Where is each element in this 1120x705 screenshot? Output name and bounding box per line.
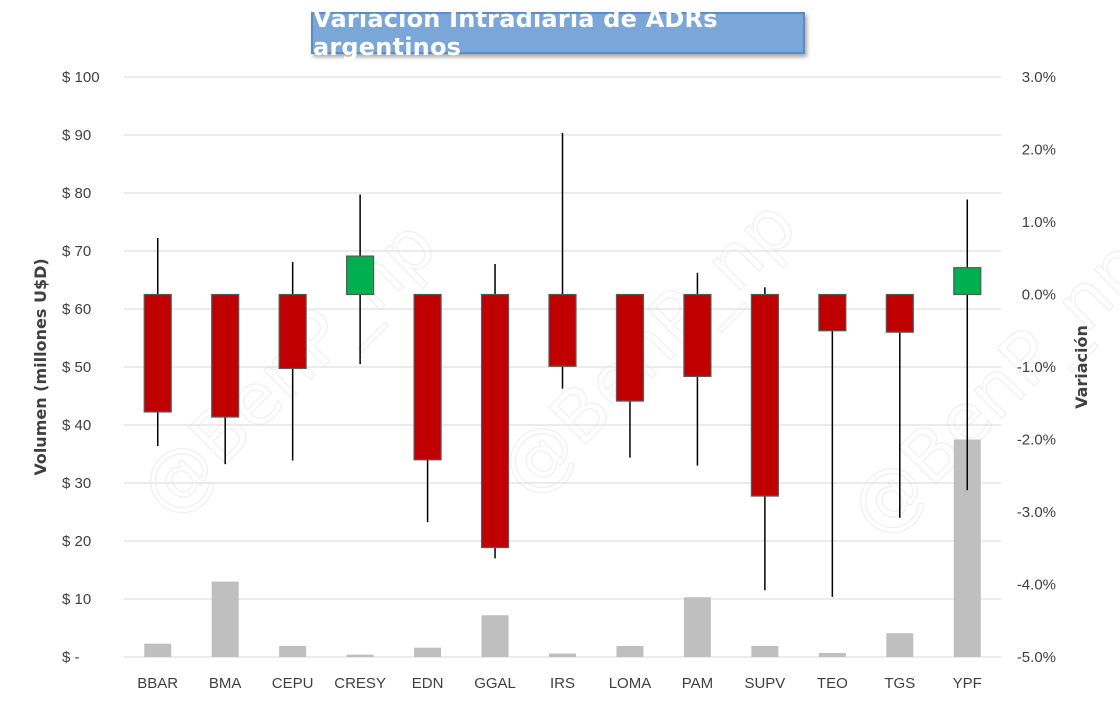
- left-tick-label: $ 90: [62, 127, 91, 144]
- candle-body: [548, 293, 577, 367]
- candle-body: [346, 255, 375, 296]
- volume-bar: [683, 597, 711, 657]
- right-axis-ticks: -5.0% -4.0% -3.0% -2.0% -1.0% 0.0% 1.0% 2.0% 3.0…: [1017, 69, 1056, 666]
- volume-bar: [414, 647, 442, 657]
- left-tick-label: $ 20: [62, 533, 91, 550]
- volume-bar: [886, 633, 914, 657]
- volume-bar: [279, 645, 307, 657]
- right-tick-label: -1.0%: [1017, 359, 1056, 376]
- candle-body: [143, 293, 172, 413]
- left-tick-label: $ 30: [62, 475, 91, 492]
- category-label: SUPV: [744, 675, 785, 692]
- right-tick-label: -2.0%: [1017, 432, 1056, 449]
- left-tick-label: $ 60: [62, 301, 91, 318]
- category-label: YPF: [953, 675, 982, 692]
- left-tick-label: $ 100: [62, 69, 100, 86]
- category-label: EDN: [412, 675, 444, 692]
- volume-bar: [549, 653, 576, 657]
- category-label: IRS: [550, 675, 575, 692]
- candle-body: [278, 293, 307, 370]
- left-tick-label: $ 80: [62, 185, 91, 202]
- left-tick-label: $ 10: [62, 591, 91, 608]
- candle-body: [615, 293, 645, 402]
- category-label: LOMA: [609, 675, 652, 692]
- candle-body: [211, 293, 240, 418]
- right-tick-label: -4.0%: [1017, 577, 1056, 594]
- right-tick-label: 3.0%: [1022, 69, 1056, 86]
- left-axis-title: Volumen (millones U$D): [31, 258, 50, 475]
- right-tick-label: 1.0%: [1022, 214, 1056, 231]
- volume-bars: [144, 439, 981, 657]
- volume-bar: [144, 643, 172, 657]
- category-label: TGS: [884, 675, 915, 692]
- candle-body: [683, 293, 712, 378]
- category-label: PAM: [682, 675, 713, 692]
- category-label: TEO: [817, 675, 848, 692]
- volume-bar: [818, 652, 846, 657]
- candle-body: [480, 293, 510, 549]
- right-tick-label: 0.0%: [1022, 287, 1056, 304]
- right-tick-label: 2.0%: [1022, 142, 1056, 159]
- left-tick-label: $ 50: [62, 359, 91, 376]
- category-label: CEPU: [272, 675, 314, 692]
- volume-bar: [616, 645, 644, 657]
- category-label: CRESY: [334, 675, 386, 692]
- right-axis-title: Variación: [1072, 325, 1091, 409]
- left-tick-label: $ 40: [62, 417, 91, 434]
- category-label: BBAR: [137, 675, 178, 692]
- left-axis-ticks: $ - $ 10 $ 20 $ 30 $ 40 $ 50 $ 60 $ 70 $ 80 $ 90 $…: [62, 69, 100, 666]
- category-label: GGAL: [474, 675, 516, 692]
- candle-body: [750, 293, 779, 497]
- volume-bar: [211, 581, 239, 657]
- volume-bar: [481, 615, 509, 657]
- right-tick-label: -3.0%: [1017, 504, 1056, 521]
- category-labels: BBAR BMA CEPU CRESY EDN GGAL IRS LOMA PAM SUPV TEO…: [137, 675, 982, 692]
- volume-bar: [751, 645, 779, 657]
- candles: [143, 132, 982, 597]
- candle-body: [413, 293, 442, 461]
- candle-body: [818, 293, 847, 332]
- right-tick-label: -5.0%: [1017, 649, 1056, 666]
- candle-body: [953, 267, 982, 296]
- candle-body: [885, 293, 914, 333]
- category-label: BMA: [209, 675, 242, 692]
- volume-bar: [346, 654, 374, 657]
- left-tick-label: $ 70: [62, 243, 91, 260]
- left-tick-label: $ -: [62, 649, 80, 666]
